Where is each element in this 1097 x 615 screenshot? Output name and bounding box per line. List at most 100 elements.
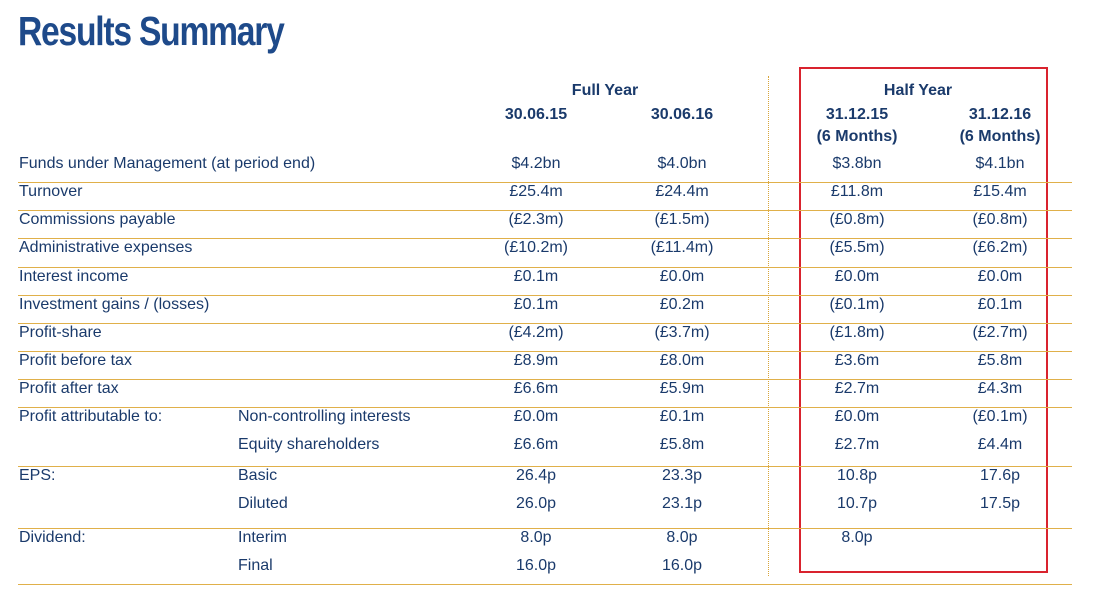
table-row: Profit before tax £8.9m £8.0m £3.6m £5.8m (18, 352, 1072, 380)
value-cell: (£2.7m) (972, 324, 1028, 341)
row-label: Investment gains / (losses) (19, 296, 210, 313)
table-row: Profit after tax £6.6m £5.9m £2.7m £4.3m (18, 380, 1072, 408)
table-row: Commissions payable (£2.3m) (£1.5m) (£0.8m)… (18, 211, 1072, 239)
page-title: Results Summary (18, 8, 285, 54)
col-subheader-hy-2015: (6 Months) (816, 128, 898, 145)
value-cell: (£6.2m) (972, 239, 1028, 256)
value-cell: (£4.2m) (508, 324, 564, 341)
value-cell: £25.4m (509, 183, 563, 200)
row-label: Administrative expenses (19, 239, 193, 256)
table-row: Diluted 26.0p 23.1p 10.7p 17.5p (18, 495, 1072, 529)
value-cell: £0.1m (513, 268, 559, 285)
value-cell: £11.8m (830, 183, 884, 200)
row-label: Profit after tax (19, 380, 119, 397)
value-cell: $4.2bn (511, 155, 561, 172)
value-cell: 8.0p (520, 529, 552, 546)
value-cell: 16.0p (515, 557, 557, 574)
table-row: Interest income £0.1m £0.0m £0.0m £0.0m (18, 268, 1072, 296)
value-cell: (£5.5m) (829, 239, 885, 256)
value-cell: 26.4p (515, 467, 557, 484)
value-cell: £0.0m (834, 268, 880, 285)
value-cell: £15.4m (973, 183, 1027, 200)
value-cell: (£0.8m) (829, 211, 885, 228)
value-cell: £5.9m (659, 380, 705, 397)
value-cell: (£1.8m) (829, 324, 885, 341)
table-row: Profit attributable to: Non-controlling i… (18, 408, 1072, 435)
table-row: Administrative expenses (£10.2m) (£11.4m) (… (18, 239, 1072, 268)
value-cell: £0.0m (977, 268, 1023, 285)
value-cell: £0.0m (834, 408, 880, 425)
row-sublabel: Diluted (238, 495, 288, 512)
value-cell: 8.0p (666, 529, 698, 546)
value-cell: £0.1m (977, 296, 1023, 313)
table-row: Profit-share (£4.2m) (£3.7m) (£1.8m) (£2.7m) (18, 324, 1072, 352)
row-label: Turnover (19, 183, 83, 200)
col-header-hy-2015: 31.12.15 (825, 106, 889, 123)
value-cell: (£0.1m) (972, 408, 1028, 425)
value-cell: £6.6m (513, 436, 559, 453)
row-label: Funds under Management (at period end) (19, 155, 316, 172)
value-cell: $4.0bn (657, 155, 707, 172)
value-cell: (£11.4m) (650, 239, 714, 256)
value-cell: £5.8m (977, 352, 1023, 369)
row-sublabel: Basic (238, 467, 278, 484)
row-label: Dividend: (19, 529, 86, 546)
row-label: Profit before tax (19, 352, 132, 369)
value-cell: £0.1m (659, 408, 705, 425)
value-cell: £0.0m (513, 408, 559, 425)
row-sublabel: Equity shareholders (238, 436, 380, 453)
row-sublabel: Interim (238, 529, 287, 546)
value-cell: £8.0m (659, 352, 705, 369)
value-cell: 17.5p (979, 495, 1021, 512)
value-cell: (£2.3m) (508, 211, 564, 228)
half-year-header: Half Year (883, 82, 953, 99)
value-cell: £0.0m (659, 268, 705, 285)
value-cell: 23.3p (661, 467, 703, 484)
value-cell: £8.9m (513, 352, 559, 369)
column-divider (768, 76, 769, 576)
row-label: EPS: (19, 467, 56, 484)
col-subheader-hy-2016: (6 Months) (959, 128, 1041, 145)
value-cell: £24.4m (655, 183, 709, 200)
row-label: Commissions payable (19, 211, 176, 228)
value-cell: 26.0p (515, 495, 557, 512)
value-cell: £3.6m (834, 352, 880, 369)
col-header-fy-2016: 30.06.16 (650, 106, 714, 123)
table-row: Final 16.0p 16.0p (18, 557, 1072, 585)
table-row: EPS: Basic 26.4p 23.3p 10.8p 17.6p (18, 467, 1072, 494)
table-row: Turnover £25.4m £24.4m £11.8m £15.4m (18, 183, 1072, 211)
col-header-fy-2015: 30.06.15 (504, 106, 568, 123)
value-cell: (£0.8m) (972, 211, 1028, 228)
table-row: Funds under Management (at period end) $4… (18, 155, 1072, 183)
value-cell: (£0.1m) (829, 296, 885, 313)
row-sublabel: Non-controlling interests (238, 408, 411, 425)
value-cell: $4.1bn (975, 155, 1025, 172)
value-cell: (£1.5m) (654, 211, 710, 228)
value-cell: (£10.2m) (503, 239, 569, 256)
half-year-highlight-box (799, 67, 1048, 573)
value-cell: £4.3m (977, 380, 1023, 397)
value-cell: 8.0p (841, 529, 873, 546)
value-cell: £5.8m (659, 436, 705, 453)
value-cell: £0.1m (513, 296, 559, 313)
table-row: Dividend: Interim 8.0p 8.0p 8.0p (18, 529, 1072, 556)
col-header-hy-2016: 31.12.16 (968, 106, 1032, 123)
value-cell: (£3.7m) (654, 324, 710, 341)
row-sublabel: Final (238, 557, 273, 574)
value-cell: £2.7m (834, 380, 880, 397)
value-cell: 16.0p (661, 557, 703, 574)
value-cell: 10.8p (836, 467, 878, 484)
value-cell: 23.1p (661, 495, 703, 512)
value-cell: $3.8bn (832, 155, 882, 172)
value-cell: £2.7m (834, 436, 880, 453)
row-label: Profit-share (19, 324, 102, 341)
table-row: Investment gains / (losses) £0.1m £0.2m (£0… (18, 296, 1072, 324)
value-cell: £4.4m (977, 436, 1023, 453)
value-cell: 17.6p (979, 467, 1021, 484)
value-cell: £6.6m (513, 380, 559, 397)
row-label: Profit attributable to: (19, 408, 163, 425)
row-label: Interest income (19, 268, 129, 285)
value-cell: £0.2m (659, 296, 705, 313)
table-row: Equity shareholders £6.6m £5.8m £2.7m £4.4m (18, 436, 1072, 467)
value-cell: 10.7p (836, 495, 878, 512)
